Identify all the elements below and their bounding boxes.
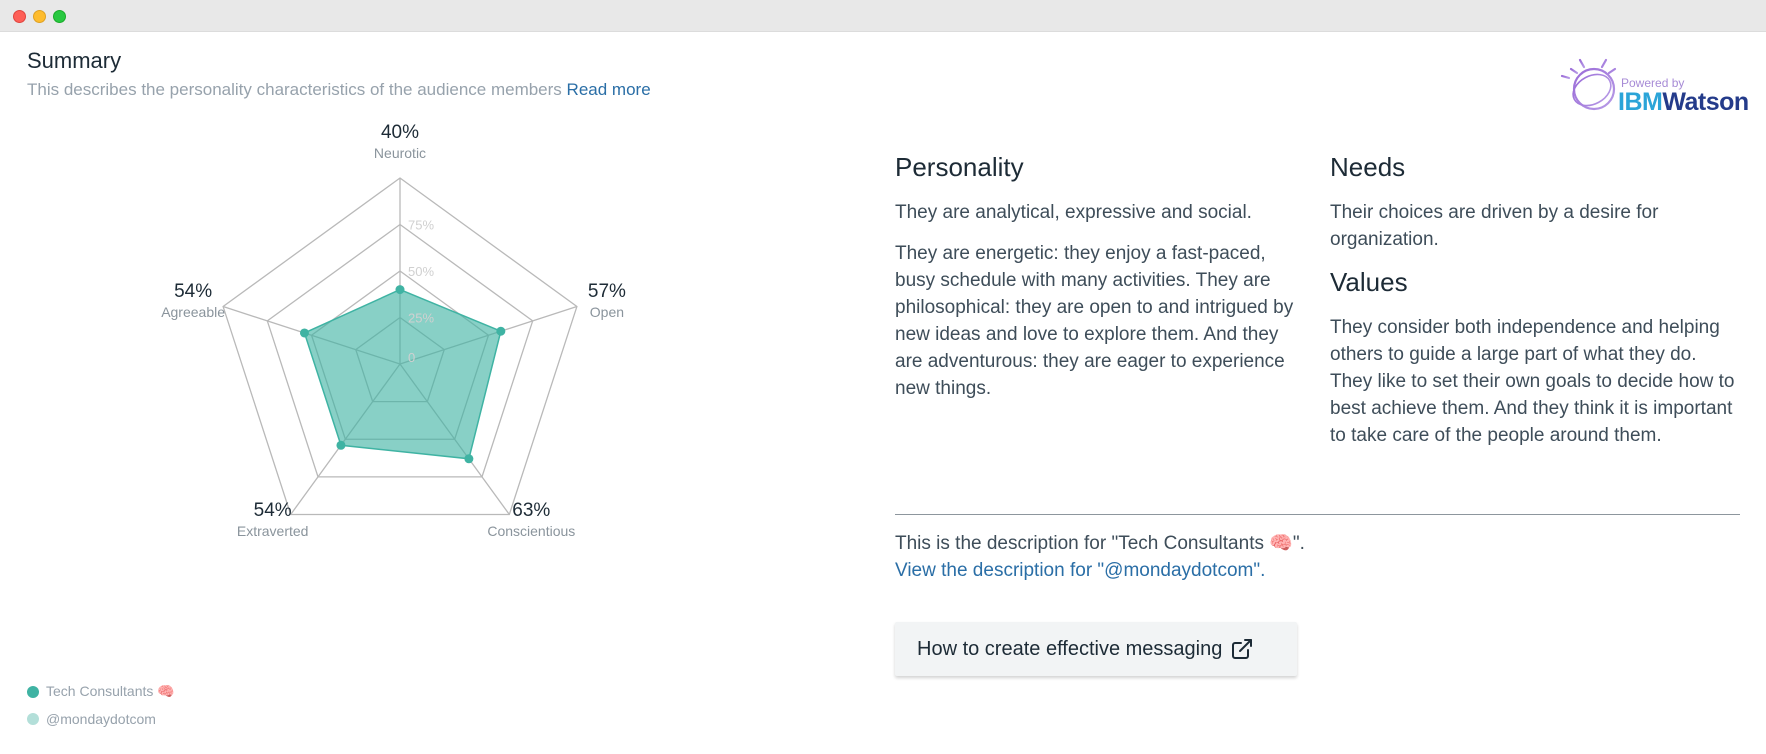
radar-axis-value: 57% [587, 280, 626, 302]
radar-axis-name: Agreeable [161, 303, 226, 320]
description-note: This is the description for "Tech Consul… [895, 530, 1305, 584]
watson-logo-icon [1560, 54, 1617, 111]
needs-values-section: Needs Their choices are driven by a desi… [1330, 152, 1740, 463]
personality-radar-chart: 0 25% 50% 75% 40% Neurotic 57% Open 63% Conscien… [160, 122, 760, 610]
page-title: Summary [27, 48, 122, 73]
radar-data-point [336, 440, 346, 450]
radar-data-point [395, 285, 405, 295]
legend-item-tech-consultants[interactable]: Tech Consultants 🧠 [27, 678, 175, 705]
radar-ring-label: 50% [408, 264, 434, 279]
legend-dot [27, 712, 39, 725]
radar-series-area [303, 288, 502, 460]
radar-svg: 0 25% 50% 75% [222, 177, 578, 516]
close-window-button[interactable] [13, 10, 26, 23]
radar-axis-name: Conscientious [487, 523, 576, 540]
read-more-link[interactable]: Read more [566, 80, 651, 99]
window-titlebar [0, 0, 1766, 32]
radar-axis-value: 54% [174, 280, 213, 302]
effective-messaging-button[interactable]: How to create effective messaging [895, 622, 1297, 676]
radar-axis-label: 63% Conscientious [451, 500, 611, 540]
radar-ring-label: 75% [408, 218, 434, 233]
radar-ring-label: 25% [408, 311, 434, 326]
legend-item-mondaydotcom[interactable]: @mondaydotcom [27, 705, 175, 732]
radar-axis-label: 54% Agreeable [113, 281, 273, 321]
legend-label: Tech Consultants 🧠 [46, 683, 175, 699]
radar-data-point [464, 454, 474, 464]
section-divider [895, 514, 1740, 515]
radar-axis-name: Neurotic [373, 145, 427, 161]
ibm-watson-brand: IBMWatson [1618, 88, 1749, 117]
radar-ring [222, 177, 578, 516]
radar-axis-value: 40% [380, 122, 420, 143]
values-text: They consider both independence and help… [1330, 317, 1735, 446]
radar-axis-name: Extraverted [236, 523, 309, 540]
radar-axis-value: 54% [253, 500, 292, 522]
maximize-window-button[interactable] [53, 10, 66, 23]
radar-data-point [299, 328, 309, 338]
radar-axis-label: 54% Extraverted [193, 500, 353, 540]
brand-watson: Watson [1662, 88, 1749, 116]
personality-summary: They are analytical, expressive and soci… [895, 202, 1252, 223]
subtitle-text: This describes the personality character… [27, 80, 562, 99]
powered-by-label: Powered by [1621, 76, 1685, 90]
external-link-icon [1232, 639, 1253, 659]
radar-axis-value: 63% [512, 500, 551, 522]
legend-dot [27, 685, 39, 698]
page-subtitle: This describes the personality character… [27, 80, 651, 100]
brand-ibm: IBM [1618, 88, 1663, 116]
legend-label: @mondaydotcom [46, 710, 156, 727]
chart-legend: Tech Consultants 🧠 @mondaydotcom [27, 678, 175, 732]
radar-axis-name: Open [589, 303, 625, 320]
values-heading: Values [1330, 267, 1408, 297]
personality-detail: They are energetic: they enjoy a fast-pa… [895, 243, 1294, 399]
radar-axis-label: 40% Neurotic [320, 122, 480, 162]
needs-heading: Needs [1330, 152, 1406, 182]
radar-ring [266, 223, 534, 478]
current-description-text: This is the description for "Tech Consul… [895, 533, 1305, 554]
radar-axis-label: 57% Open [527, 281, 687, 321]
needs-text: Their choices are driven by a desire for… [1330, 202, 1659, 250]
personality-section: Personality They are analytical, express… [895, 152, 1305, 416]
effective-messaging-label: How to create effective messaging [917, 637, 1223, 660]
radar-ring-label: 0 [408, 350, 415, 365]
minimize-window-button[interactable] [33, 10, 46, 23]
personality-heading: Personality [895, 152, 1024, 182]
radar-data-point [496, 326, 506, 336]
view-other-description-link[interactable]: View the description for "@mondaydotcom"… [895, 560, 1266, 581]
